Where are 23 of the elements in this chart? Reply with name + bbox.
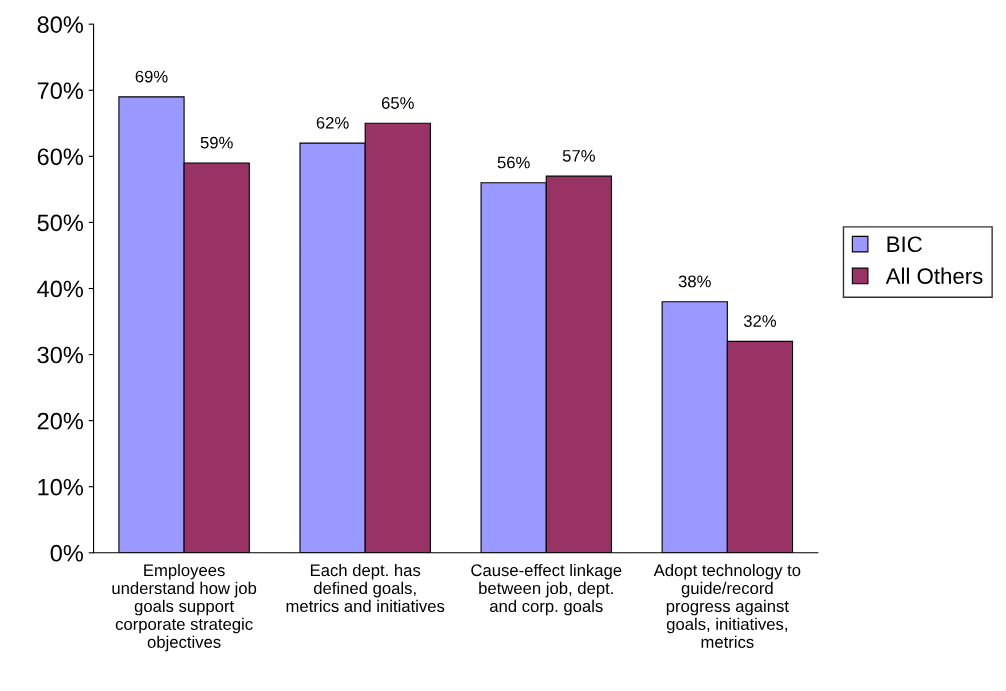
x-tick-label: Each dept. has defined goals, metrics and initiatives bbox=[286, 563, 445, 613]
y-tick-label: 20% bbox=[37, 412, 83, 430]
data-label: 59% bbox=[200, 136, 233, 149]
data-label: 65% bbox=[381, 97, 414, 109]
y-tick-label: 30% bbox=[37, 346, 83, 364]
y-tick-label: 0% bbox=[50, 544, 83, 562]
data-label: 69% bbox=[135, 70, 168, 83]
data-label: 57% bbox=[562, 150, 595, 162]
y-tick-label: 40% bbox=[37, 280, 83, 298]
y-tick-label: 80% bbox=[37, 16, 83, 33]
data-label: 56% bbox=[497, 156, 530, 169]
x-tick-label: Adopt technology to guide/record progress against goals, initiatives, metrics bbox=[653, 563, 801, 648]
y-tick-label: 60% bbox=[37, 148, 83, 166]
legend-label: All Others bbox=[885, 267, 983, 284]
x-tick-label: Cause-effect linkage between job, dept. and corp. goals bbox=[471, 563, 622, 616]
legend-label: BIC bbox=[887, 236, 922, 253]
y-tick-label: 10% bbox=[38, 478, 83, 496]
y-tick-label: 50% bbox=[37, 214, 83, 232]
data-label: 38% bbox=[678, 275, 711, 288]
x-tick-label: Employees understand how job goals support corporate strategic objectives bbox=[112, 563, 257, 652]
data-label: 32% bbox=[743, 315, 777, 327]
y-tick-label: 70% bbox=[37, 82, 83, 100]
data-label: 62% bbox=[316, 116, 349, 129]
